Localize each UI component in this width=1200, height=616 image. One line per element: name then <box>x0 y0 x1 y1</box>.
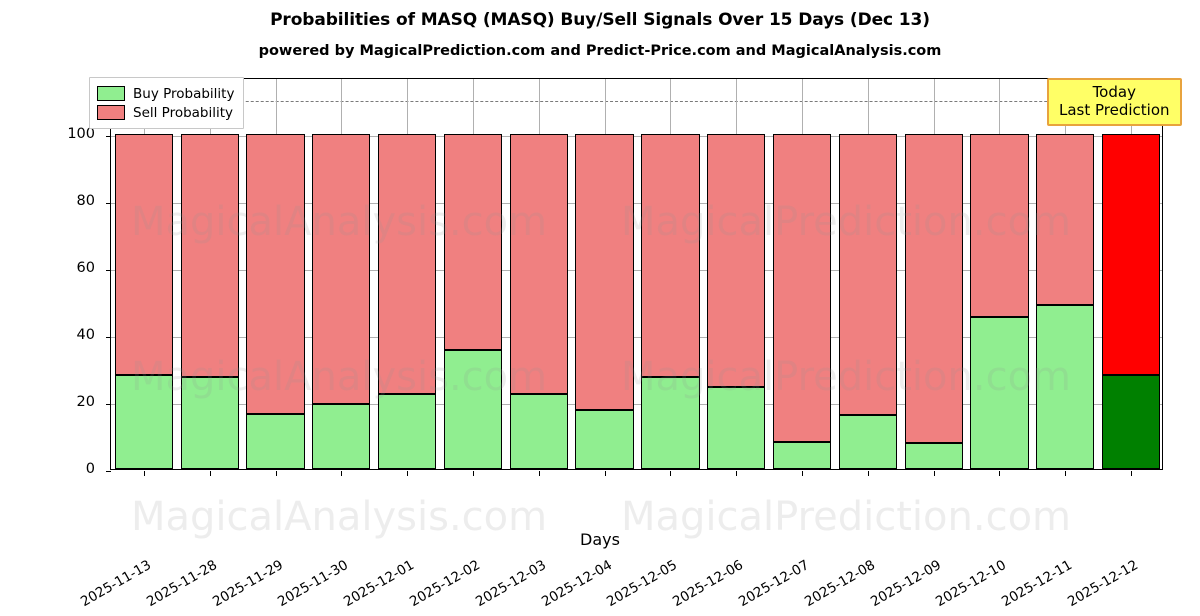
bar-stack[interactable] <box>312 77 371 469</box>
x-axis-tick <box>210 471 211 476</box>
x-axis-tick <box>1065 471 1066 476</box>
bar-stack[interactable] <box>1101 77 1161 469</box>
bar-segment-sell[interactable] <box>838 133 897 415</box>
bar-segment-buy[interactable] <box>904 442 963 469</box>
bar-segment-buy[interactable] <box>114 375 174 469</box>
legend-label-buy: Buy Probability <box>133 85 235 102</box>
bar-segment-buy[interactable] <box>180 376 239 469</box>
bar-segment-sell[interactable] <box>641 133 700 378</box>
bar-stack[interactable] <box>246 77 305 469</box>
today-annotation: Today Last Prediction <box>1047 78 1182 127</box>
bar-segment-buy[interactable] <box>970 316 1029 469</box>
chart-legend: Buy Probability Sell Probability <box>89 77 245 129</box>
bar-segment-sell[interactable] <box>707 133 766 387</box>
bar-segment-sell[interactable] <box>904 133 963 443</box>
bar-segment-sell[interactable] <box>443 133 503 351</box>
bar-segment-buy[interactable] <box>443 350 503 469</box>
y-gridline <box>111 403 1162 405</box>
y-axis-tick-label: 0 <box>85 461 95 477</box>
bar-segment-buy[interactable] <box>246 414 305 469</box>
x-axis-tick <box>802 471 803 476</box>
x-axis-tick <box>999 471 1000 476</box>
y-axis-tick-label: 40 <box>76 326 95 343</box>
x-axis-label: Days <box>580 530 620 549</box>
legend-label-sell: Sell Probability <box>133 104 234 121</box>
bar-stack[interactable] <box>772 77 832 469</box>
bar-segment-buy[interactable] <box>838 414 897 469</box>
bar-segment-buy[interactable] <box>772 442 832 469</box>
plot-area: 0 20 40 60 80 100 2025-11-13 2025-11-28 2025-11-… <box>67 77 1163 610</box>
bar-segment-buy[interactable] <box>378 393 437 469</box>
y-axis-tick-label: 20 <box>76 393 95 410</box>
y-axis-tick <box>106 336 111 338</box>
bar-stack[interactable] <box>509 77 568 469</box>
x-axis-tick <box>407 471 408 476</box>
bar-segment-sell[interactable] <box>1101 133 1161 376</box>
x-axis-tick <box>934 471 935 476</box>
bar-segment-buy[interactable] <box>509 394 568 469</box>
x-axis-tick <box>605 471 606 476</box>
y-axis-tick <box>106 403 111 405</box>
bar-segment-buy[interactable] <box>641 377 700 469</box>
y-axis-tick <box>106 471 111 472</box>
bar-stack[interactable] <box>378 77 437 469</box>
bar-segment-sell[interactable] <box>509 133 568 395</box>
y-gridline <box>111 202 1162 204</box>
bar-segment-sell[interactable] <box>378 133 437 394</box>
x-axis-tick <box>1131 471 1132 476</box>
x-axis-tick <box>539 471 540 476</box>
bar-stack[interactable] <box>114 77 174 469</box>
legend-item-buy[interactable]: Buy Probability <box>97 84 234 103</box>
y-axis-tick-label: 60 <box>76 259 95 276</box>
bar-stack[interactable] <box>838 77 897 469</box>
bar-segment-buy[interactable] <box>1036 304 1095 469</box>
legend-item-sell[interactable]: Sell Probability <box>97 103 234 122</box>
bar-segment-sell[interactable] <box>180 133 239 377</box>
x-axis-tick <box>341 471 342 476</box>
bar-segment-buy[interactable] <box>707 386 766 469</box>
bar-segment-sell[interactable] <box>1036 133 1095 305</box>
bar-segment-buy[interactable] <box>312 404 371 469</box>
y-gridline <box>111 269 1162 271</box>
bar-stack[interactable] <box>904 77 963 469</box>
y-axis-tick <box>106 269 111 271</box>
x-axis-tick <box>736 471 737 476</box>
y-gridline <box>111 135 1162 137</box>
y-axis-tick-label: 100 <box>67 125 95 142</box>
bar-segment-sell[interactable] <box>114 133 174 376</box>
today-annotation-line2: Last Prediction <box>1059 100 1170 119</box>
bar-segment-sell[interactable] <box>970 133 1029 317</box>
bar-segment-sell[interactable] <box>312 133 371 405</box>
y-axis-tick <box>106 202 111 204</box>
bar-stack[interactable] <box>575 77 634 469</box>
bar-stack[interactable] <box>970 77 1029 469</box>
reference-dashed-line <box>111 100 1162 102</box>
today-annotation-line1: Today <box>1092 83 1136 101</box>
y-axis-tick <box>106 135 111 137</box>
bar-stack[interactable] <box>180 77 239 469</box>
bar-segment-sell[interactable] <box>246 133 305 415</box>
bar-stack[interactable] <box>641 77 700 469</box>
chart-subtitle: powered by MagicalPrediction.com and Pre… <box>258 43 942 59</box>
bar-stack[interactable] <box>443 77 503 469</box>
y-axis-tick-label: 80 <box>76 192 95 209</box>
y-gridline <box>111 336 1162 338</box>
x-axis-tick <box>276 471 277 476</box>
x-axis-tick <box>670 471 671 476</box>
bar-segment-buy[interactable] <box>1101 375 1161 469</box>
x-axis-tick <box>868 471 869 476</box>
x-axis-tick <box>473 471 474 476</box>
legend-swatch-sell <box>97 105 125 120</box>
bar-segment-buy[interactable] <box>575 410 634 469</box>
bar-segment-sell[interactable] <box>575 133 634 411</box>
chart-root: Probabilities of MASQ (MASQ) Buy/Sell Si… <box>67 10 1182 610</box>
x-axis-tick <box>144 471 145 476</box>
bar-stack[interactable] <box>1036 77 1095 469</box>
legend-swatch-buy <box>97 86 125 101</box>
bar-stack[interactable] <box>707 77 766 469</box>
bar-segment-sell[interactable] <box>772 133 832 443</box>
chart-title: Probabilities of MASQ (MASQ) Buy/Sell Si… <box>270 10 930 30</box>
